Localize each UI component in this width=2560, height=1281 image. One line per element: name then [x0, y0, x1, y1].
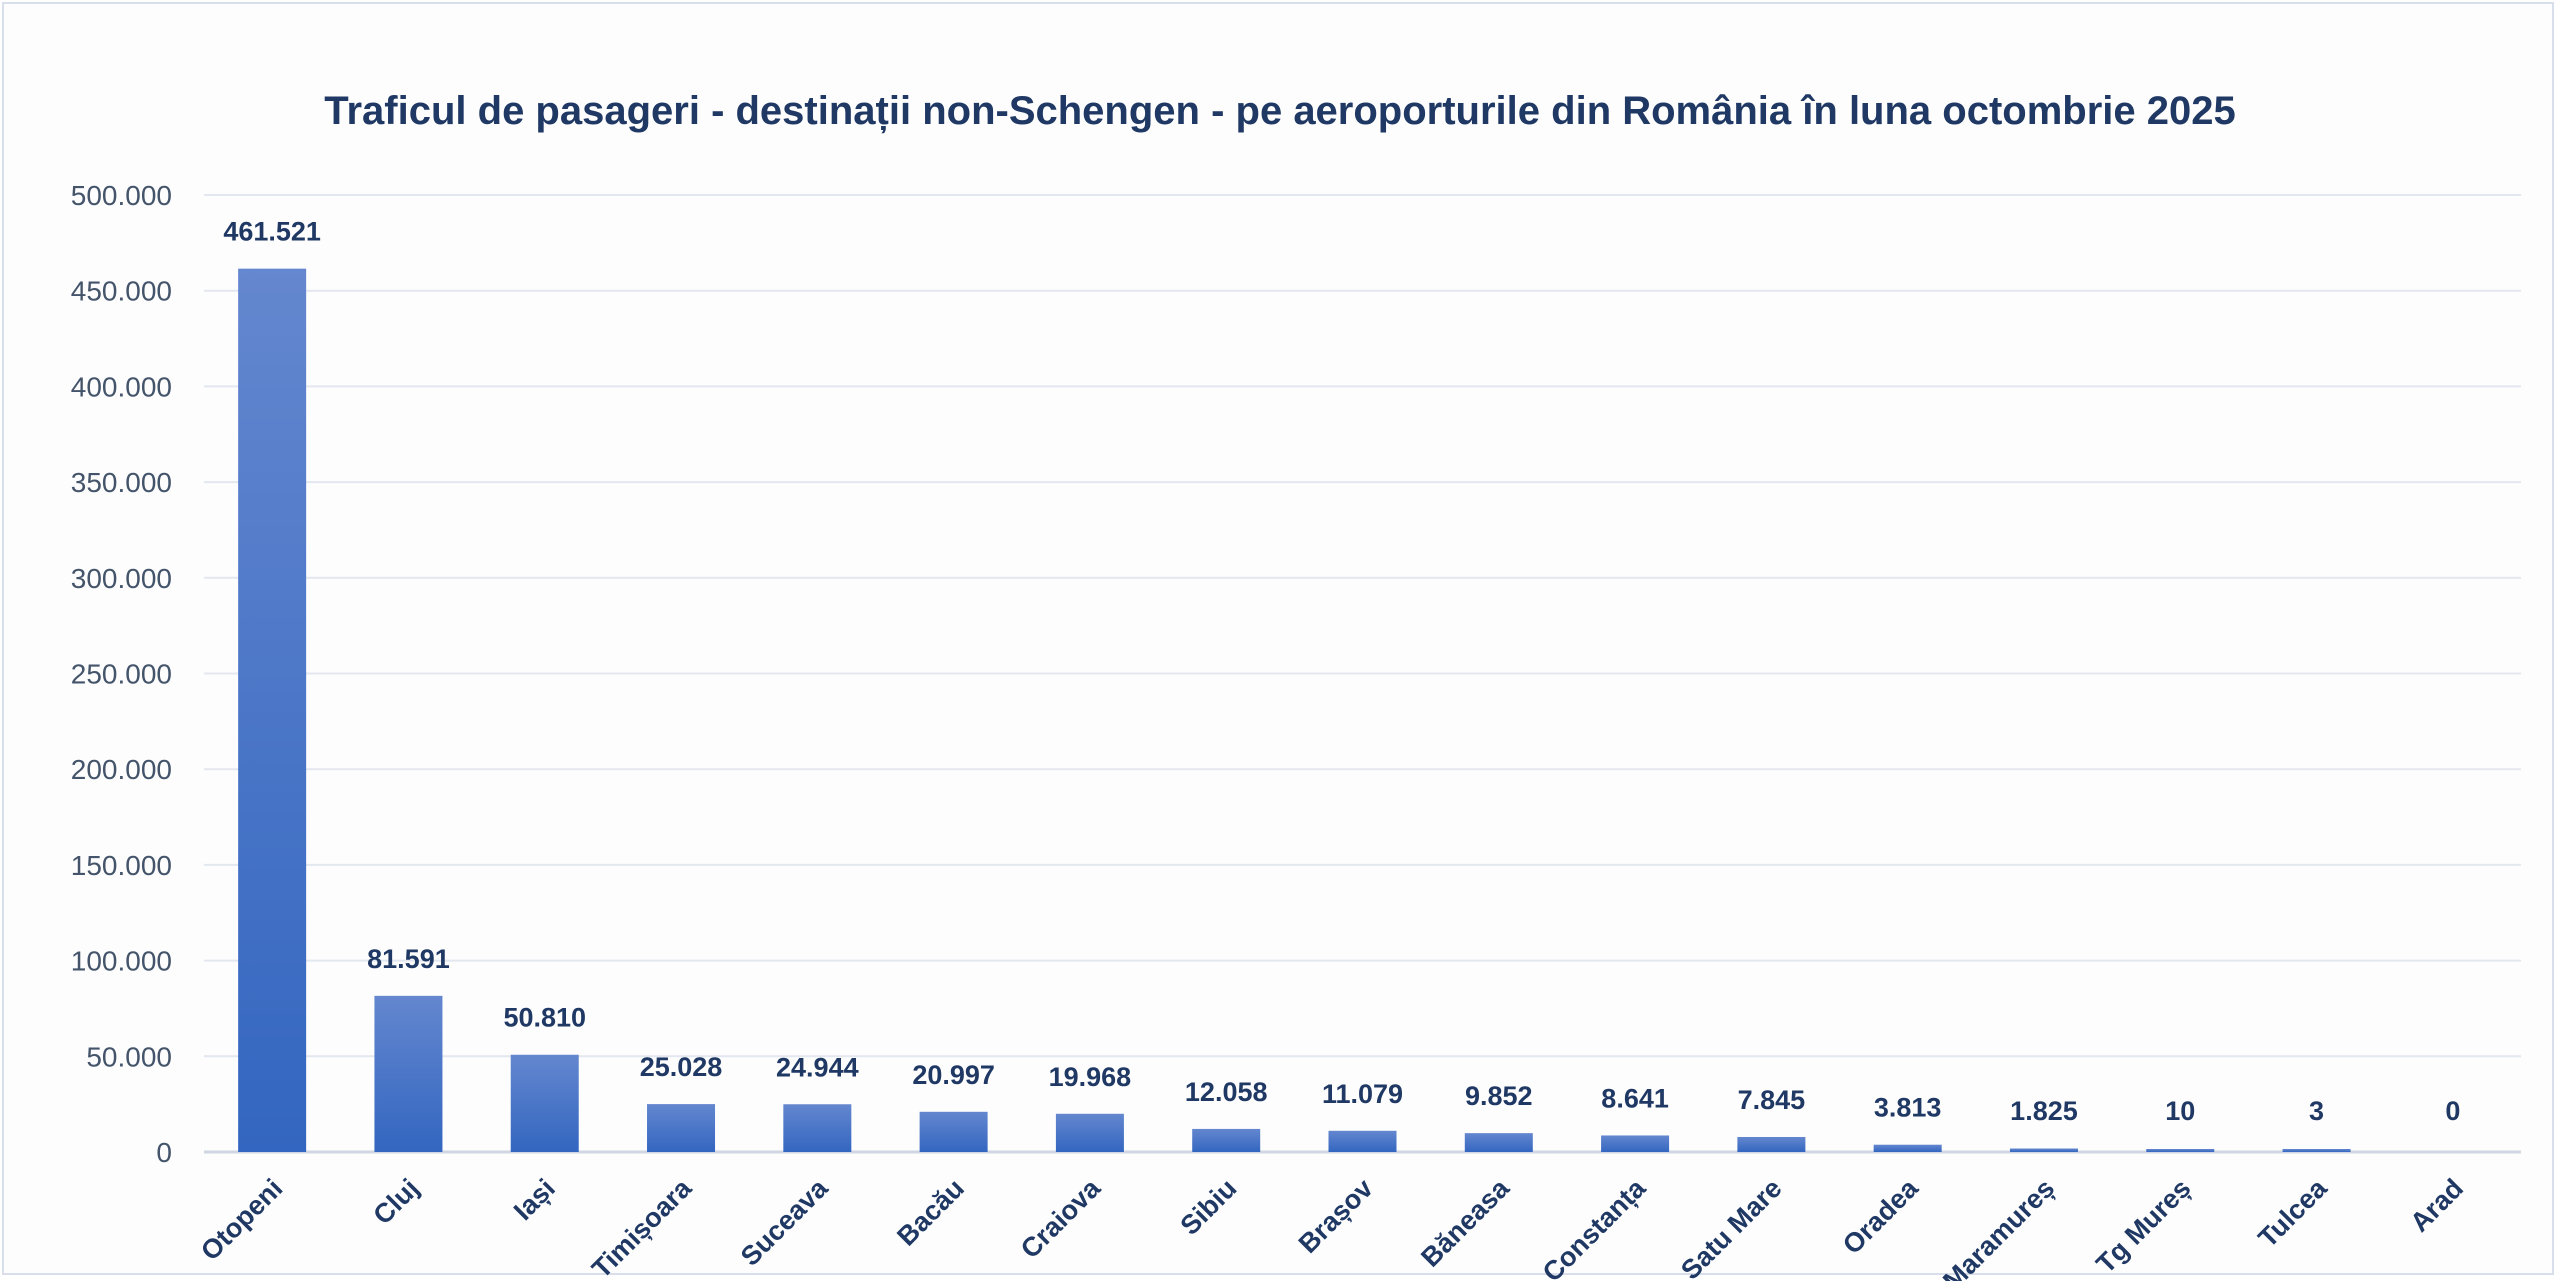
- data-label: 3: [2309, 1096, 2324, 1126]
- bar: [1055, 1113, 1124, 1152]
- y-tick-label: 450.000: [71, 276, 172, 307]
- bar: [1737, 1136, 1806, 1152]
- y-tick-label: 50.000: [86, 1041, 172, 1072]
- data-label: 0: [2445, 1096, 2460, 1126]
- x-tick-label: Craiova: [1015, 1172, 1107, 1264]
- data-label: 10: [2165, 1096, 2195, 1126]
- data-label: 9.852: [1465, 1081, 1533, 1111]
- data-label: 461.521: [223, 217, 321, 247]
- y-tick-label: 200.000: [71, 754, 172, 785]
- data-label: 3.813: [1874, 1093, 1942, 1123]
- x-tick-label: Constanța: [1537, 1172, 1652, 1281]
- y-tick-label: 250.000: [71, 659, 172, 690]
- y-tick-label: 100.000: [71, 946, 172, 977]
- y-tick-label: 150.000: [71, 850, 172, 881]
- bar: [374, 995, 443, 1152]
- x-tick-label: Băneasa: [1415, 1172, 1515, 1272]
- bar: [2282, 1149, 2351, 1152]
- data-label: 19.968: [1049, 1062, 1132, 1092]
- x-tick-label: Tg Mureș: [2090, 1173, 2196, 1279]
- bar: [1873, 1144, 1942, 1152]
- y-tick-label: 350.000: [71, 467, 172, 498]
- y-tick-label: 400.000: [71, 371, 172, 402]
- bar: [238, 268, 307, 1152]
- bar: [783, 1104, 852, 1152]
- y-tick-label: 500.000: [71, 180, 172, 211]
- bar: [2146, 1149, 2215, 1152]
- data-label: 24.944: [776, 1052, 859, 1082]
- data-label: 11.079: [1322, 1079, 1403, 1109]
- bar: [1192, 1128, 1261, 1152]
- x-tick-label: Oradea: [1837, 1172, 1925, 1260]
- x-tick-label: Brașov: [1293, 1173, 1379, 1259]
- bar: [1328, 1130, 1397, 1152]
- data-label: 12.058: [1185, 1077, 1268, 1107]
- x-tick-label: Satu Mare: [1675, 1173, 1787, 1281]
- bar: [1601, 1135, 1670, 1152]
- bar: [1464, 1133, 1533, 1152]
- bar: [510, 1054, 579, 1152]
- chart-title: Traficul de pasageri - destinații non-Sc…: [324, 89, 2235, 133]
- x-tick-label: Arad: [2404, 1173, 2469, 1238]
- x-tick-label: Sibiu: [1175, 1173, 1243, 1241]
- data-label: 25.028: [640, 1052, 723, 1082]
- y-tick-label: 0: [156, 1137, 172, 1168]
- data-label: 8.641: [1601, 1083, 1669, 1113]
- x-tick-label: Cluj: [367, 1173, 424, 1230]
- bar: [2009, 1148, 2078, 1152]
- x-tick-label: Otopeni: [195, 1173, 288, 1266]
- x-tick-label: Tulcea: [2253, 1172, 2334, 1253]
- data-label: 81.591: [367, 944, 450, 974]
- x-tick-label: Timișoara: [586, 1172, 698, 1281]
- x-tick-label: Maramureș: [1937, 1173, 2060, 1281]
- x-tick-label: Suceava: [735, 1172, 834, 1271]
- data-label: 50.810: [503, 1003, 586, 1033]
- x-tick-label: Bacău: [891, 1173, 970, 1252]
- bar: [919, 1111, 988, 1152]
- bar: [647, 1104, 716, 1152]
- data-label: 7.845: [1738, 1085, 1806, 1115]
- data-label: 20.997: [912, 1060, 995, 1090]
- y-tick-label: 300.000: [71, 563, 172, 594]
- data-label: 1.825: [2010, 1096, 2078, 1126]
- x-tick-label: Iași: [508, 1173, 561, 1226]
